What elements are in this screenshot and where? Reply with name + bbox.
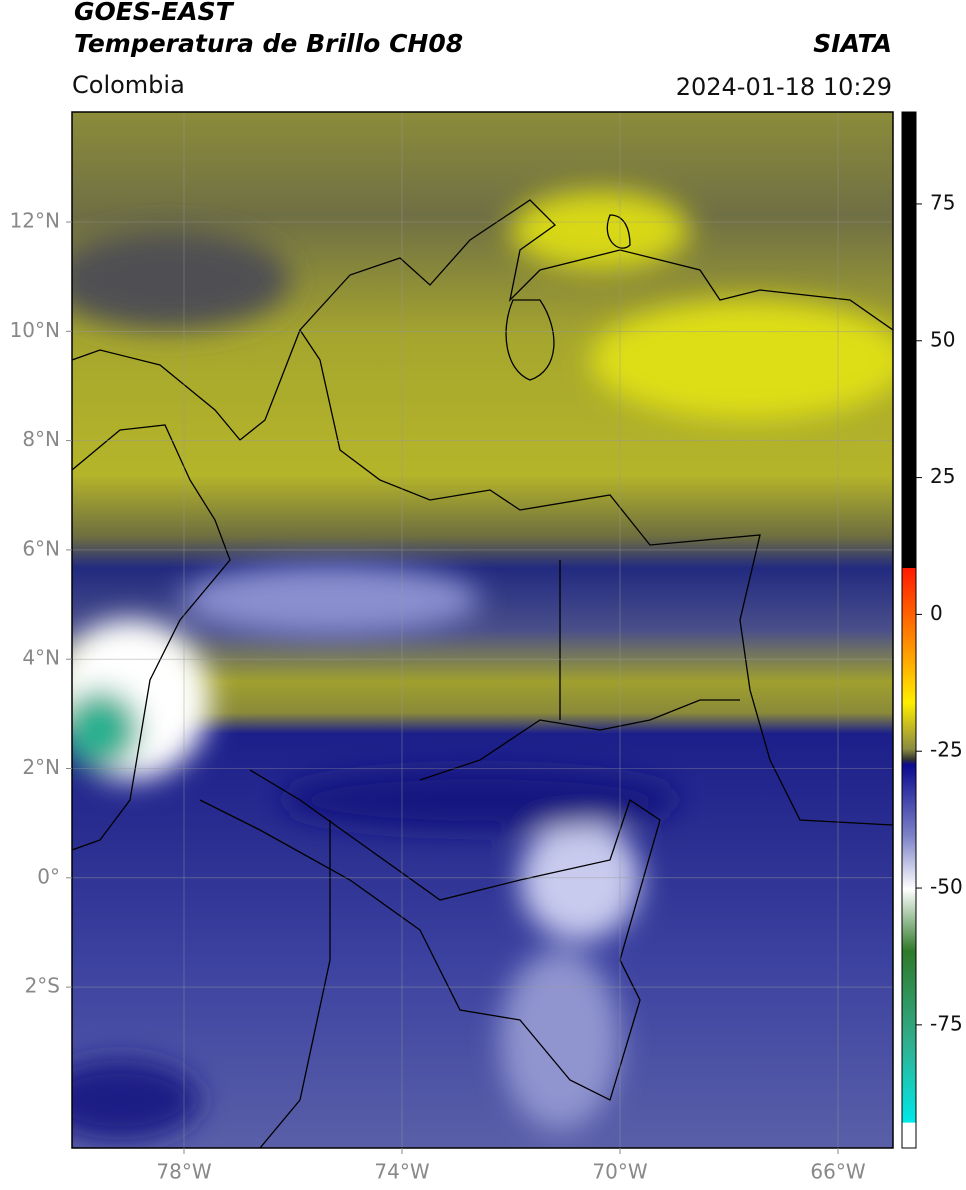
colorbar-tick-label: 0 — [930, 601, 943, 625]
colorbar — [901, 111, 917, 1149]
lon-tick-label: 66°W — [810, 1160, 865, 1184]
graticule — [72, 112, 893, 1148]
lon-tick-label: 78°W — [156, 1160, 211, 1184]
lat-tick-label: 6°N — [22, 536, 60, 560]
lon-tick-label: 70°W — [592, 1160, 647, 1184]
lat-tick-label: 2°N — [22, 755, 60, 779]
lat-tick-label: 8°N — [22, 427, 60, 451]
title-line-2: Temperatura de Brillo CH08 — [74, 29, 463, 58]
lat-tick-label: 4°N — [22, 646, 60, 670]
map-frame — [71, 111, 894, 1149]
lat-tick-label: 2°S — [25, 974, 60, 998]
lat-tick-label: 0° — [37, 864, 60, 888]
source: SIATA — [813, 29, 892, 58]
colorbar-tick-label: 50 — [930, 327, 955, 351]
lat-tick-label: 12°N — [10, 209, 60, 233]
colorbar-tick-label: 25 — [930, 464, 955, 488]
region: Colombia — [72, 71, 185, 99]
title-line-1: GOES-EAST — [74, 0, 235, 26]
datetime: 2024-01-18 10:29 — [676, 73, 892, 101]
colorbar-tick-label: 75 — [930, 190, 955, 214]
satellite-image — [72, 112, 893, 1148]
colorbar-tick-label: -50 — [930, 875, 963, 899]
colorbar-tick-label: -75 — [930, 1011, 963, 1035]
lon-tick-label: 74°W — [374, 1160, 429, 1184]
lat-tick-label: 10°N — [10, 318, 60, 342]
colorbar-tick-label: -25 — [930, 738, 963, 762]
